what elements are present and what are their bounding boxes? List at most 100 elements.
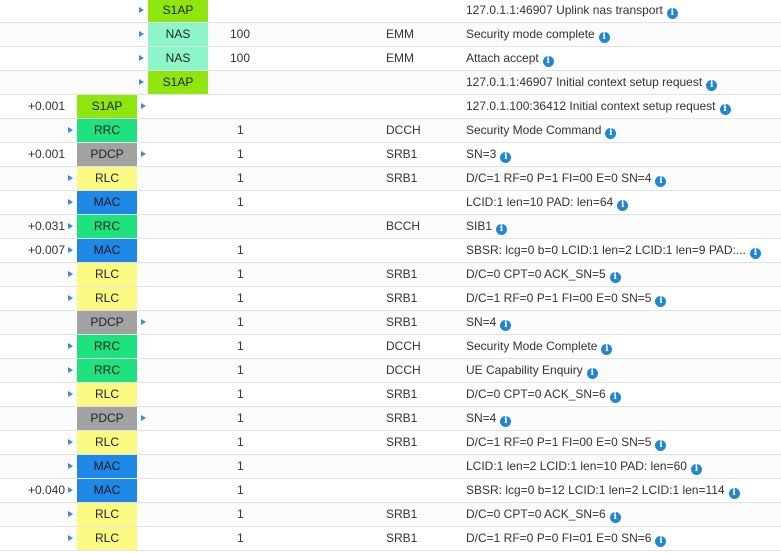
info-icon[interactable]: i — [586, 368, 598, 379]
log-row[interactable]: PDCP 1 SRB1 SN=4 i — [0, 407, 781, 431]
info-icon[interactable]: i — [598, 32, 610, 43]
message-text: SN=4 i — [466, 407, 781, 430]
timestamp — [0, 71, 65, 94]
info-icon[interactable]: i — [609, 272, 621, 283]
index-value: 1 — [237, 291, 244, 305]
layer-badge-s1ap[interactable]: S1AP — [148, 0, 208, 22]
log-row[interactable]: +0.001 PDCP 1 SRB1 SN=3 i — [0, 143, 781, 167]
layer-badge-pdcp[interactable]: PDCP — [77, 407, 137, 430]
layer-badge-rlc[interactable]: RLC — [77, 263, 137, 286]
log-row[interactable]: PDCP 1 SRB1 SN=4 i — [0, 311, 781, 335]
message-text: Security Mode Complete i — [466, 335, 781, 358]
message-text: 127.0.1.1:46907 Initial context setup re… — [466, 71, 781, 94]
layer-badge-mac[interactable]: MAC — [77, 239, 137, 262]
log-row[interactable]: S1AP 127.0.1.1:46907 Initial context setu… — [0, 71, 781, 95]
index-value — [237, 95, 297, 118]
log-row[interactable]: RLC 1 SRB1 D/C=0 CPT=0 ACK_SN=6 i — [0, 383, 781, 407]
direction-arrow-icon — [68, 439, 73, 445]
log-row[interactable]: RLC 1 SRB1 D/C=0 CPT=0 ACK_SN=5 i — [0, 263, 781, 287]
log-row[interactable]: RRC 1 DCCH UE Capability Enquiry i — [0, 359, 781, 383]
direction-arrow-icon — [68, 295, 73, 301]
message-text: D/C=1 RF=0 P=1 FI=00 E=0 SN=4 i — [466, 167, 781, 190]
layer-badge-rlc[interactable]: RLC — [77, 431, 137, 454]
info-icon[interactable]: i — [601, 344, 613, 355]
direction-arrow-icon — [68, 511, 73, 517]
message-text: 127.0.1.100:36412 Initial context setup … — [466, 95, 781, 118]
log-row[interactable]: +0.031 RRC BCCH SIB1 i — [0, 215, 781, 239]
info-icon[interactable]: i — [655, 296, 667, 307]
index-value: 1 — [237, 147, 244, 161]
info-icon[interactable]: i — [496, 224, 508, 235]
channel-name: SRB1 — [386, 435, 418, 449]
info-icon[interactable]: i — [500, 152, 512, 163]
log-row[interactable]: RLC 1 SRB1 D/C=1 RF=0 P=1 FI=00 E=0 SN=5 i — [0, 287, 781, 311]
direction-arrow-icon — [68, 463, 73, 469]
log-row[interactable]: RLC 1 SRB1 D/C=0 CPT=0 ACK_SN=6 i — [0, 503, 781, 527]
log-row[interactable]: S1AP 127.0.1.1:46907 Uplink nas transport… — [0, 0, 781, 23]
info-icon[interactable]: i — [719, 104, 731, 115]
layer-badge-rrc[interactable]: RRC — [77, 359, 137, 382]
log-row[interactable]: NAS 100 EMM Security mode complete i — [0, 23, 781, 47]
info-icon[interactable]: i — [655, 536, 667, 547]
timestamp — [0, 191, 65, 214]
index-value: 1 — [237, 387, 244, 401]
layer-badge-rlc[interactable]: RLC — [77, 167, 137, 190]
timestamp — [0, 311, 65, 334]
log-row[interactable]: RLC 1 SRB1 D/C=1 RF=0 P=0 FI=01 E=0 SN=6 i — [0, 527, 781, 551]
timestamp: +0.001 — [27, 99, 65, 113]
info-icon[interactable]: i — [749, 248, 761, 259]
log-row[interactable]: RRC 1 DCCH Security Mode Command i — [0, 119, 781, 143]
message-label: D/C=1 RF=0 P=1 FI=00 E=0 SN=4 — [466, 171, 652, 185]
layer-badge-rrc[interactable]: RRC — [77, 335, 137, 358]
info-icon[interactable]: i — [609, 392, 621, 403]
layer-badge-rlc[interactable]: RLC — [77, 527, 137, 550]
info-icon[interactable]: i — [605, 128, 617, 139]
info-icon[interactable]: i — [500, 416, 512, 427]
log-row[interactable]: +0.007 MAC 1 SBSR: lcg=0 b=0 LCID:1 len=2 L… — [0, 239, 781, 263]
log-row[interactable]: RRC 1 DCCH Security Mode Complete i — [0, 335, 781, 359]
layer-badge-pdcp[interactable]: PDCP — [77, 311, 137, 334]
info-icon[interactable]: i — [617, 200, 629, 211]
log-row[interactable]: +0.040 MAC 1 SBSR: lcg=0 b=12 LCID:1 len=2 … — [0, 479, 781, 503]
message-text: LCID:1 len=10 PAD: len=64 i — [466, 191, 781, 214]
layer-badge-rlc[interactable]: RLC — [77, 287, 137, 310]
log-row[interactable]: MAC 1 LCID:1 len=2 LCID:1 len=10 PAD: len=… — [0, 455, 781, 479]
message-text: LCID:1 len=2 LCID:1 len=10 PAD: len=60 i — [466, 455, 781, 478]
info-icon[interactable]: i — [655, 176, 667, 187]
log-row[interactable]: RLC 1 SRB1 D/C=1 RF=0 P=1 FI=00 E=0 SN=5 i — [0, 431, 781, 455]
info-icon[interactable]: i — [690, 464, 702, 475]
message-text: SBSR: lcg=0 b=0 LCID:1 len=2 LCID:1 len=… — [466, 239, 781, 262]
log-row[interactable]: MAC 1 LCID:1 len=10 PAD: len=64 i — [0, 191, 781, 215]
log-row[interactable]: +0.001 S1AP 127.0.1.100:36412 Initial cont… — [0, 95, 781, 119]
layer-badge-nas[interactable]: NAS — [148, 23, 208, 46]
layer-badge-s1ap[interactable]: S1AP — [77, 95, 137, 118]
info-icon[interactable]: i — [728, 488, 740, 499]
layer-badge-nas[interactable]: NAS — [148, 47, 208, 70]
layer-badge-rlc[interactable]: RLC — [77, 503, 137, 526]
layer-badge-rrc[interactable]: RRC — [77, 119, 137, 142]
log-row[interactable]: RLC 1 SRB1 D/C=1 RF=0 P=1 FI=00 E=0 SN=4 i — [0, 167, 781, 191]
channel-name: SRB1 — [386, 507, 418, 521]
message-text: SN=3 i — [466, 143, 781, 166]
info-icon[interactable]: i — [706, 80, 718, 91]
info-icon[interactable]: i — [666, 8, 678, 19]
layer-badge-pdcp[interactable]: PDCP — [77, 143, 137, 166]
layer-badge-mac[interactable]: MAC — [77, 455, 137, 478]
index-value: 1 — [237, 459, 244, 473]
layer-badge-rlc[interactable]: RLC — [77, 383, 137, 406]
message-label: LCID:1 len=2 LCID:1 len=10 PAD: len=60 — [466, 459, 687, 473]
layer-badge-s1ap[interactable]: S1AP — [148, 71, 208, 94]
layer-badge-mac[interactable]: MAC — [77, 191, 137, 214]
direction-arrow-icon — [139, 79, 144, 85]
message-label: 127.0.1.100:36412 Initial context setup … — [466, 99, 716, 113]
layer-badge-rrc[interactable]: RRC — [77, 215, 137, 238]
info-icon[interactable]: i — [500, 320, 512, 331]
layer-badge-mac[interactable]: MAC — [77, 479, 137, 502]
log-row[interactable]: NAS 100 EMM Attach accept i — [0, 47, 781, 71]
info-icon[interactable]: i — [609, 512, 621, 523]
index-value: 1 — [237, 363, 244, 377]
info-icon[interactable]: i — [655, 440, 667, 451]
info-icon[interactable]: i — [542, 56, 554, 67]
message-text: SIB1 i — [466, 215, 781, 238]
